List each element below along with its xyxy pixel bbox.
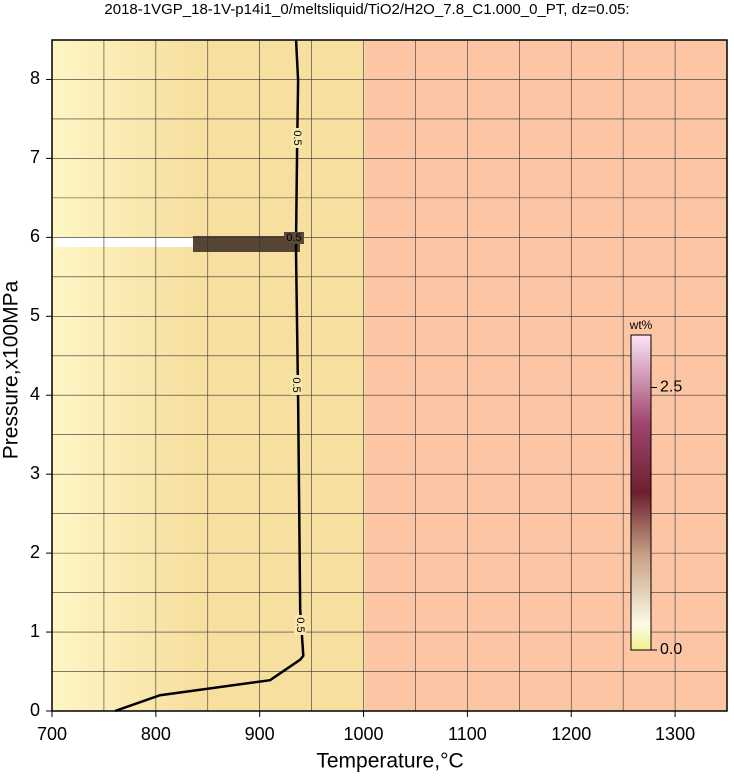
y-tick-label: 2 [30,542,40,562]
y-tick-label: 5 [30,305,40,325]
dense-contours [193,236,300,252]
chart-title: 2018-1VGP_18-1V-p14i1_0/meltsliquid/TiO2… [104,1,629,18]
x-axis-title: Temperature,°C [316,750,463,773]
gap-band [55,238,193,247]
contour-label: 0.5 [286,232,301,244]
high-region [365,40,727,711]
y-tick-label: 0 [30,700,40,720]
x-tick-label: 1300 [655,724,695,744]
y-tick-label: 1 [30,621,40,641]
x-tick-label: 1000 [344,724,384,744]
contour-label-bg [290,375,302,395]
x-tick-label: 900 [245,724,275,744]
low-region [52,40,365,711]
x-tick-label: 1200 [551,724,591,744]
y-tick-label: 3 [30,463,40,483]
colorbar-tick-label: 0.0 [660,641,682,658]
y-tick-label: 4 [30,384,40,404]
colorbar [630,334,652,651]
y-tick-label: 8 [30,68,40,88]
contour-label-bg [284,232,304,244]
contour-label-bg [294,615,306,635]
contour-label: 0.5 [294,617,306,632]
y-tick-label: 7 [30,147,40,167]
contour-label-bg [291,128,303,148]
y-tick-label: 6 [30,226,40,246]
y-axis-title: Pressure,x100MPa [0,280,23,459]
x-tick-label: 700 [37,724,67,744]
x-tick-label: 800 [141,724,171,744]
colorbar-tick-label: 2.5 [660,379,682,396]
colorbar-label: wt% [629,318,653,332]
contour-label: 0.5 [291,130,303,145]
x-tick-label: 1100 [448,724,487,744]
plot-frame [51,39,728,712]
contour-label: 0.5 [290,377,302,392]
